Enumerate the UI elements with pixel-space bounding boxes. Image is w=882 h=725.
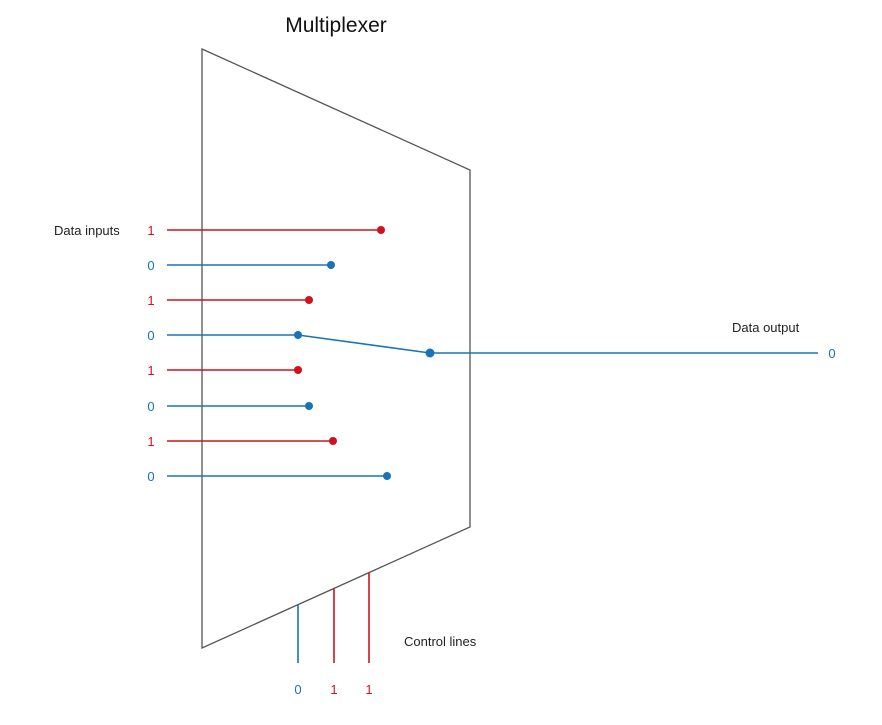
input-dot-5: [305, 402, 313, 410]
input-dot-4: [294, 366, 302, 374]
data-inputs-label: Data inputs: [54, 223, 120, 238]
input-dot-6: [329, 437, 337, 445]
switch-line: [297, 334, 431, 354]
control-lines: 0 1 1: [294, 572, 373, 697]
input-value-6: 1: [147, 434, 154, 449]
input-dot-7: [383, 472, 391, 480]
control-value-2: 1: [365, 682, 372, 697]
input-value-5: 0: [147, 399, 154, 414]
data-output-label: Data output: [732, 320, 800, 335]
input-value-1: 0: [147, 258, 154, 273]
input-value-3: 0: [147, 328, 154, 343]
input-value-2: 1: [147, 293, 154, 308]
input-value-4: 1: [147, 363, 154, 378]
output-line: 0: [297, 334, 836, 361]
input-dot-0: [377, 226, 385, 234]
output-value: 0: [828, 346, 835, 361]
input-dot-2: [305, 296, 313, 304]
control-value-1: 1: [330, 682, 337, 697]
control-value-0: 0: [294, 682, 301, 697]
input-value-7: 0: [147, 469, 154, 484]
diagram-title: Multiplexer: [285, 14, 387, 37]
input-lines: 1 0 1 0 1 0 1 0: [147, 223, 391, 484]
mux-body: [201, 47, 471, 650]
input-value-0: 1: [147, 223, 154, 238]
control-lines-label: Control lines: [404, 634, 477, 649]
input-dot-1: [327, 261, 335, 269]
output-junction-dot: [425, 348, 435, 358]
